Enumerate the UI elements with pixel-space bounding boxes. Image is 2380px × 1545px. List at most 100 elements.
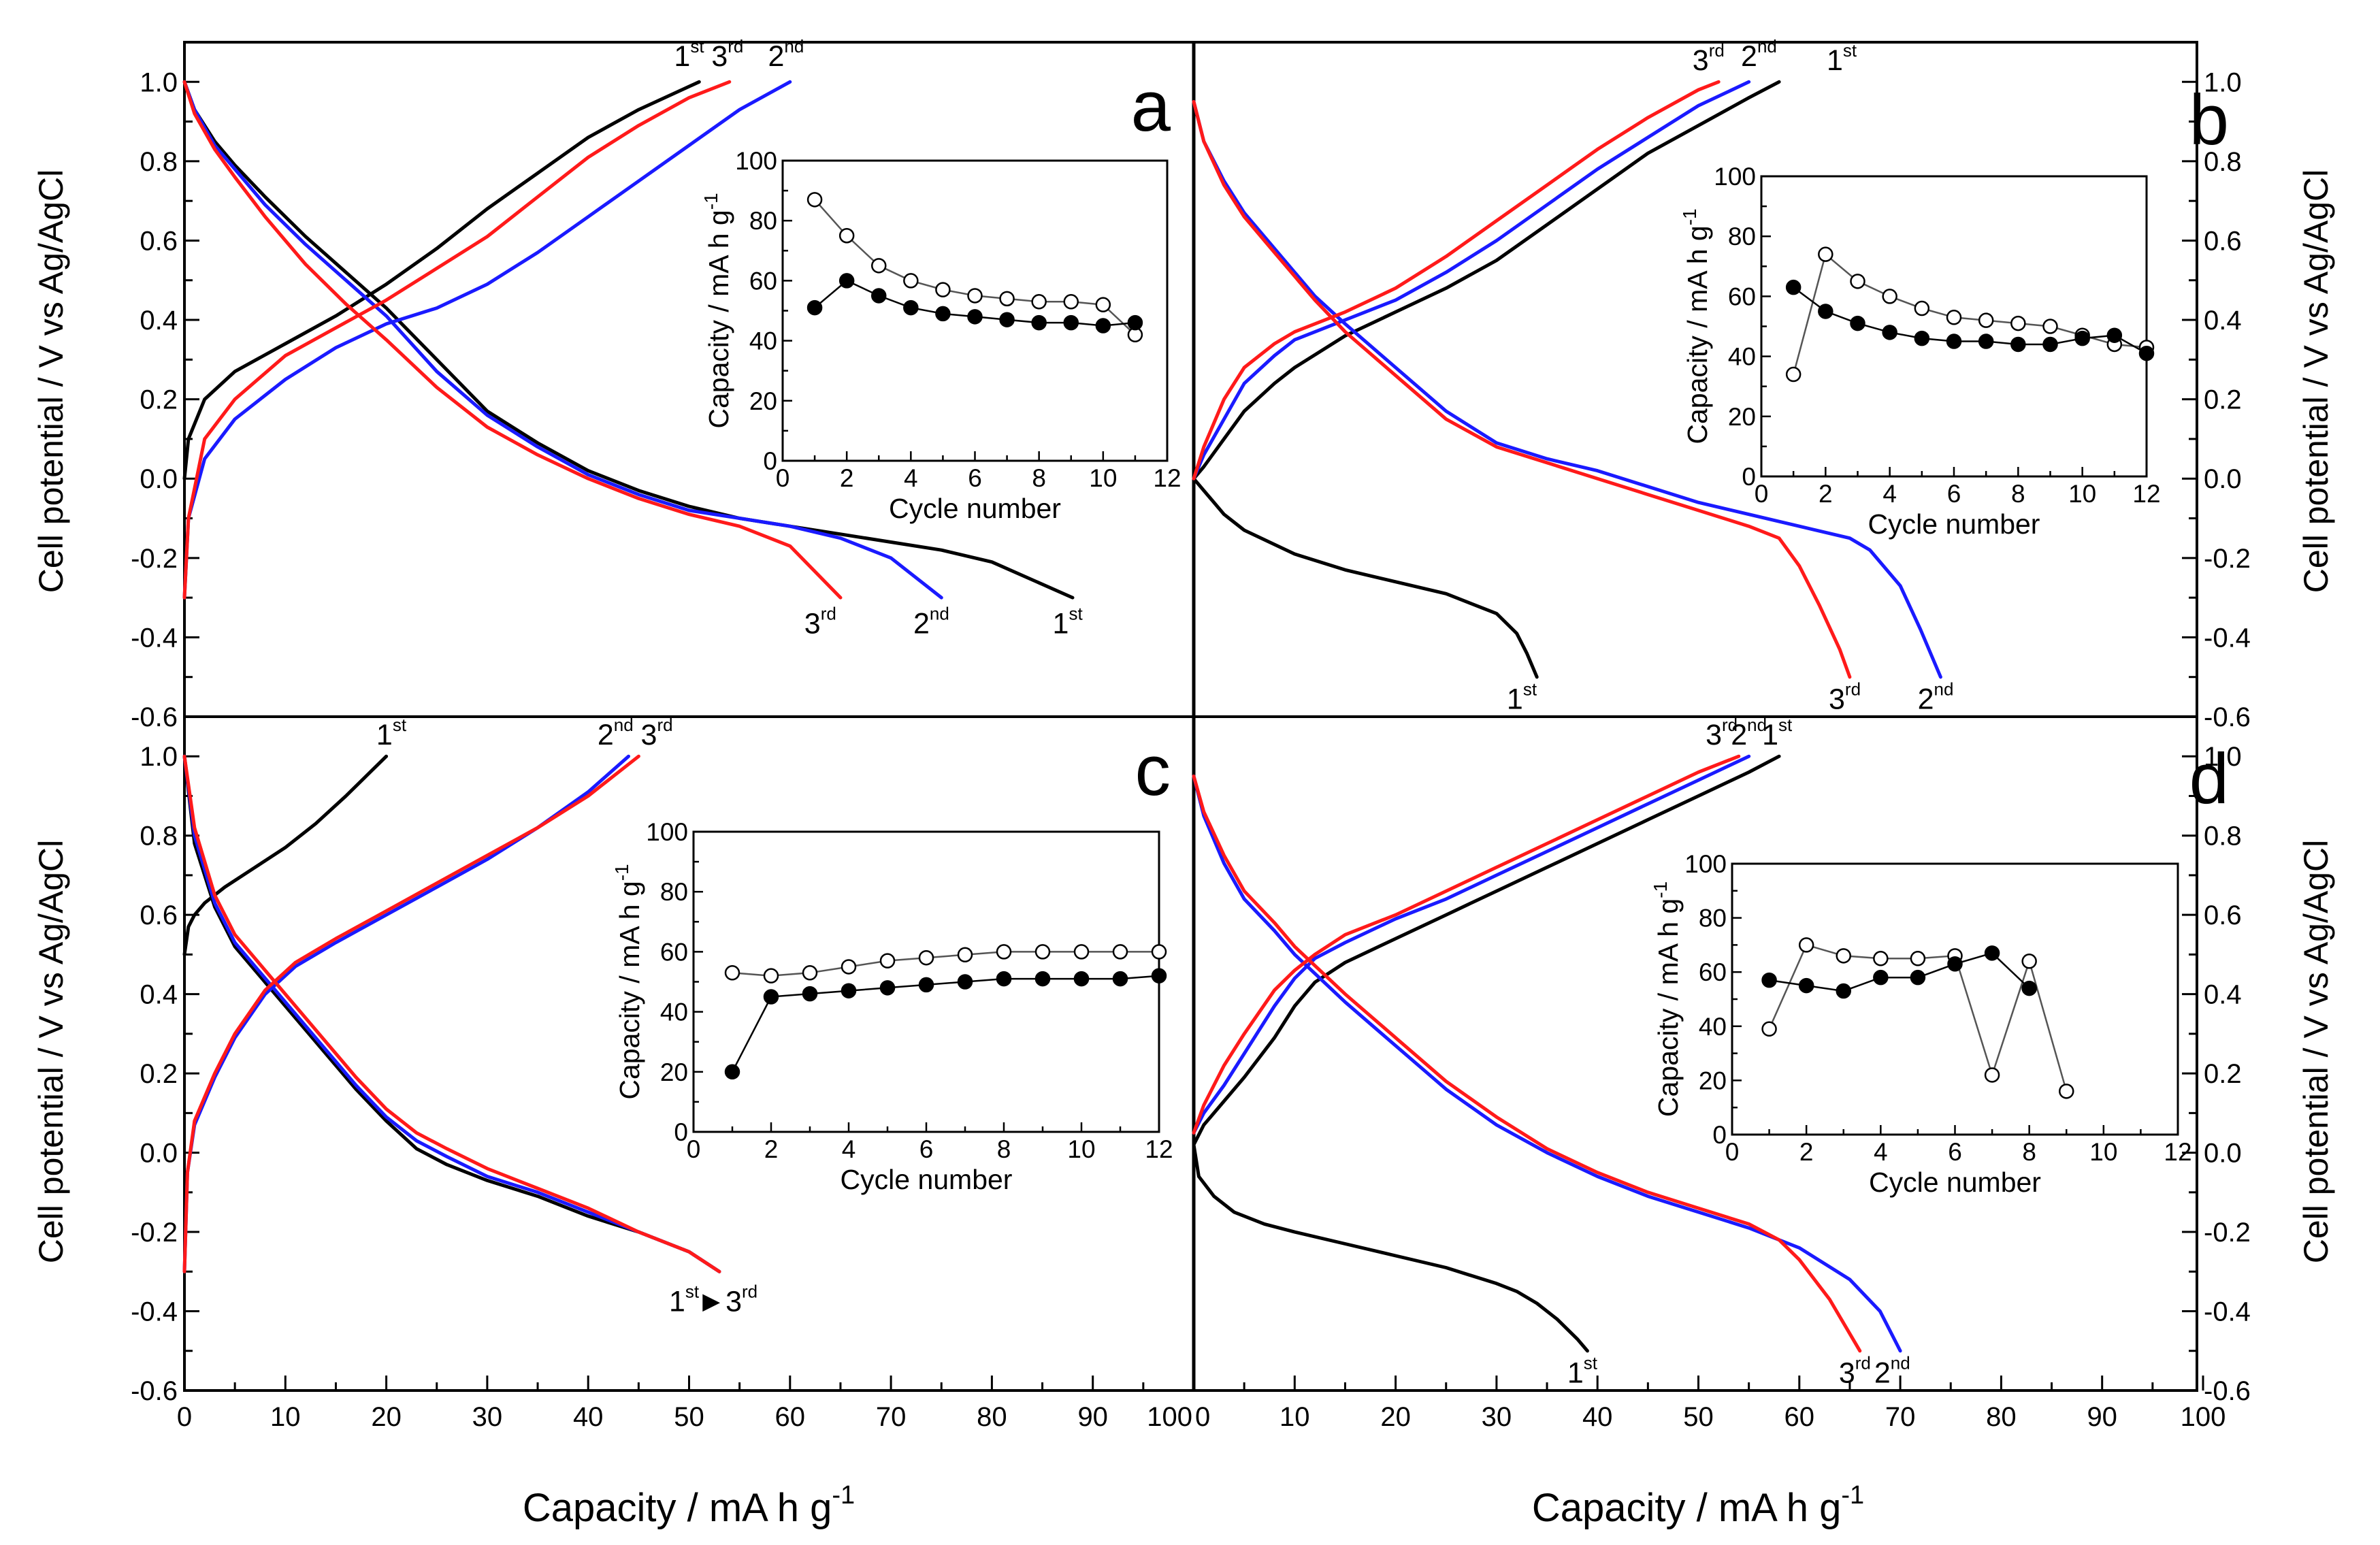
inset-marker-open <box>957 947 973 963</box>
inset-marker-open <box>1095 297 1111 312</box>
curve-1st-discharge <box>182 754 721 1273</box>
inset-y-tick-label: 80 <box>1728 223 1756 250</box>
inset-marker-filled <box>2074 330 2090 346</box>
x-tick-label: 50 <box>1683 1402 1714 1432</box>
inset-x-tick-label: 0 <box>1755 480 1769 508</box>
x-tick-label: 70 <box>1885 1402 1916 1432</box>
cycle-label: 3rd <box>726 1282 757 1318</box>
inset-y-tick-label: 20 <box>660 1058 688 1086</box>
inset-marker-open <box>918 949 934 966</box>
y-tick-label: 0.8 <box>2204 822 2242 851</box>
y-tick-label: 0.4 <box>2204 306 2242 336</box>
y-tick-label: -0.2 <box>2204 1218 2251 1248</box>
x-tick-label: 100 <box>2181 1402 2226 1432</box>
inset-marker-open <box>2059 1084 2074 1099</box>
inset-marker-filled <box>1151 968 1167 983</box>
cycle-label: 3rd <box>1693 40 1725 77</box>
inset-marker-filled <box>1978 334 1994 349</box>
inset-b: 0 2 4 6 8 10 12 0 20 40 60 80 100 Cycle number Capacit… <box>1679 163 2161 540</box>
inset-marker-open <box>1034 944 1051 960</box>
panel-c: -0.6-0.4-0.20.00.20.40.60.81.00 10 20 30 40 5… <box>131 715 1195 1432</box>
inset-marker-filled <box>1836 983 1851 999</box>
inset-y-tick-label: 100 <box>1684 850 1727 878</box>
inset-x-tick-label: 4 <box>1882 480 1897 508</box>
y-tick-label: 0.2 <box>2204 385 2242 415</box>
inset-x-tick-label: 10 <box>2068 480 2096 508</box>
inset-y-tick-label: 60 <box>660 938 688 966</box>
inset-marker-open <box>996 944 1012 960</box>
inset-marker-open <box>903 273 919 289</box>
y-tick-label: 0.4 <box>2204 980 2242 1010</box>
y-tick-label: 0.0 <box>2204 1139 2242 1169</box>
inset-x-axis-label: Cycle number <box>1868 508 2040 540</box>
inset-marker-filled <box>903 299 919 316</box>
y-tick-label: 1.0 <box>2204 67 2242 97</box>
cycle-label: 1st <box>1762 715 1793 751</box>
inset-marker-filled <box>1034 971 1051 987</box>
inset-y-tick-label: 0 <box>1712 1121 1727 1149</box>
y-tick-label: 0.6 <box>140 226 178 256</box>
y-tick-label: -0.6 <box>2204 1376 2251 1406</box>
y-tick-label: 0.6 <box>140 900 178 930</box>
y-tick-label: -0.4 <box>131 623 178 653</box>
curve-3rd-discharge <box>182 754 721 1273</box>
inset-y-tick-label: 100 <box>646 818 688 846</box>
inset-marker-open <box>999 291 1015 307</box>
inset-marker-open <box>1946 310 1962 325</box>
x-tick-label: 20 <box>371 1402 402 1432</box>
curve-1st-discharge <box>182 80 1075 600</box>
inset-x-tick-label: 6 <box>1947 480 1961 508</box>
inset-marker-filled <box>1785 279 1802 295</box>
cycle-label: 3rd <box>711 36 743 73</box>
inset-x-tick-label: 0 <box>687 1135 701 1163</box>
cycle-label: 3rd <box>1706 715 1738 751</box>
inset-marker-filled <box>841 983 857 998</box>
inset-marker-filled <box>918 977 934 993</box>
cycle-label: 3rd <box>1839 1352 1871 1389</box>
inset-x-tick-label: 4 <box>1874 1138 1888 1166</box>
curve-3rd-discharge <box>1192 99 1852 679</box>
inset-x-tick-label: 6 <box>1948 1138 1962 1166</box>
curve-1st-discharge <box>1192 476 1539 679</box>
inset-x-tick-label: 10 <box>2089 1138 2117 1166</box>
inset-marker-filled <box>957 974 973 990</box>
inset-x-axis-label: Cycle number <box>889 493 1061 524</box>
curve-2nd-discharge <box>182 754 721 1273</box>
inset-marker-filled <box>1073 971 1090 987</box>
y-tick-label: 0.0 <box>2204 464 2242 494</box>
inset-y-axis-label: Capacity / mA h g-1 <box>700 193 734 428</box>
curve-1st-discharge <box>1192 1143 1589 1353</box>
curve-1st-charge <box>182 754 389 956</box>
inset-marker-filled <box>838 273 855 289</box>
cycle-label: 1st <box>1827 40 1857 77</box>
curve-2nd-discharge <box>1192 774 1902 1353</box>
inset-marker-filled <box>2010 336 2026 353</box>
inset-marker-open <box>1914 300 1930 316</box>
inset-marker-open <box>1910 951 1926 966</box>
inset-marker-open <box>1073 944 1090 960</box>
inset-y-tick-label: 0 <box>763 447 777 475</box>
cycle-label: 1st <box>1053 604 1083 640</box>
y-tick-label: -0.4 <box>131 1297 178 1327</box>
y-tick-label: 0.2 <box>2204 1059 2242 1089</box>
inset-d: 0 2 4 6 8 10 12 0 20 40 60 80 100 Cycle number Capacit… <box>1650 850 2192 1198</box>
x-tick-label: 40 <box>1582 1402 1613 1432</box>
x-tick-label: 20 <box>1380 1402 1411 1432</box>
inset-marker-open <box>879 953 896 969</box>
x-tick-label: 70 <box>876 1402 907 1432</box>
inset-y-tick-label: 40 <box>660 998 688 1026</box>
cycle-label: 2nd <box>598 715 634 751</box>
inset-x-tick-label: 0 <box>776 464 790 492</box>
inset-marker-filled <box>1882 325 1897 340</box>
inset-marker-filled <box>2021 980 2037 996</box>
cycle-label: 2nd <box>768 36 804 73</box>
inset-y-tick-label: 40 <box>749 327 777 355</box>
inset-x-tick-label: 2 <box>840 464 854 492</box>
inset-marker-filled <box>999 312 1015 327</box>
inset-x-tick-label: 2 <box>764 1135 779 1163</box>
inset-marker-filled <box>1031 314 1047 331</box>
inset-x-tick-label: 8 <box>997 1135 1011 1163</box>
inset-x-tick-label: 8 <box>2022 1138 2036 1166</box>
inset-marker-open <box>1031 294 1047 310</box>
inset-marker-open <box>1785 366 1802 383</box>
